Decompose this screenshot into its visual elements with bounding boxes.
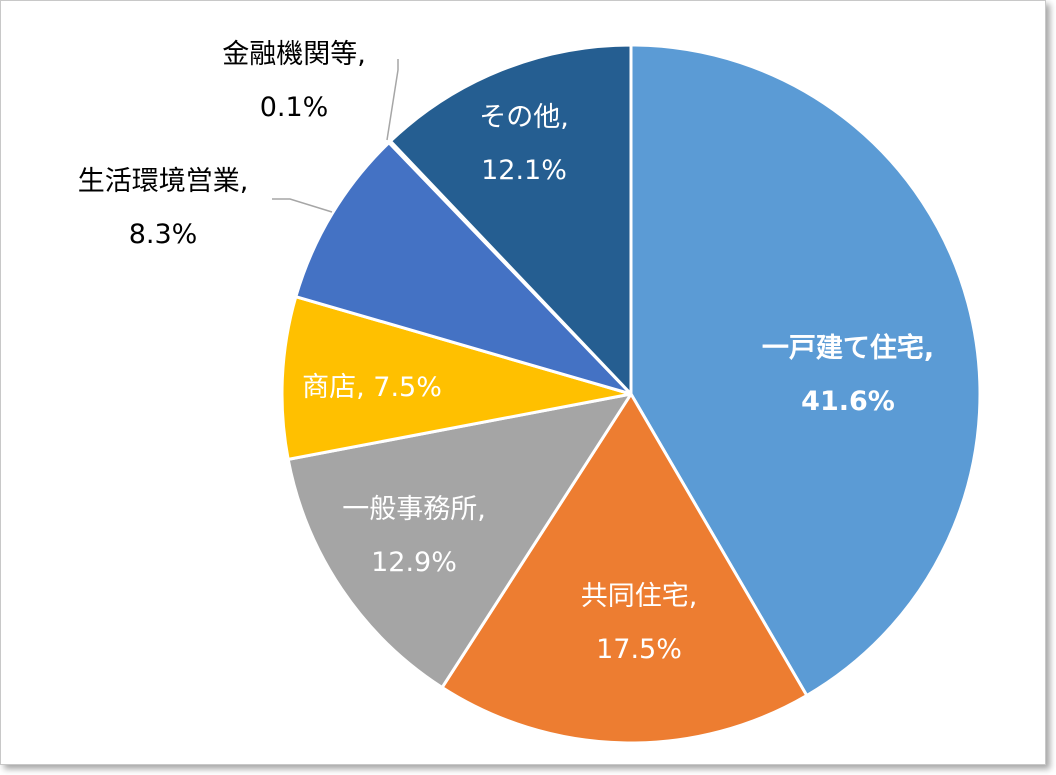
slice-label-value: 17.5% [596,634,682,665]
slice-label-name: 共同住宅, [581,581,698,612]
slice-label-name: 商店, 7.5% [302,372,442,403]
slice-label-name: 一戸建て住宅, [762,332,934,364]
slice-label-value: 8.3% [129,219,198,250]
leader-line [386,59,399,141]
slice-label: 一戸建て住宅, 41.6% [762,332,934,417]
slice-label: 共同住宅, 17.5% [581,581,698,665]
slice-label: 商店, 7.5% [302,372,442,403]
slice-label-name: 一般事務所, [342,494,486,525]
pie-slice [294,141,633,396]
slice-label-value: 0.1% [260,92,329,123]
slice-label: 一般事務所, 12.9% [342,494,486,578]
slice-label-value: 41.6% [801,386,895,417]
pie-slice [389,43,633,396]
slice-label: 金融機関等, 0.1% [222,39,366,123]
slice-label-value: 12.9% [371,547,457,578]
pie-slice [280,295,633,461]
leader-line [272,198,333,213]
pie-slice [629,43,982,698]
slice-label-name: その他, [479,102,569,133]
pie-slice [440,392,809,745]
slice-label-name: 金融機関等, [222,39,366,70]
pie-slice [286,392,633,689]
slice-label-name: 生活環境営業, [78,166,249,197]
slice-label: その他, 12.1% [479,102,569,186]
slice-label-value: 12.1% [481,155,567,186]
slice-label: 生活環境営業, 8.3% [78,166,249,250]
